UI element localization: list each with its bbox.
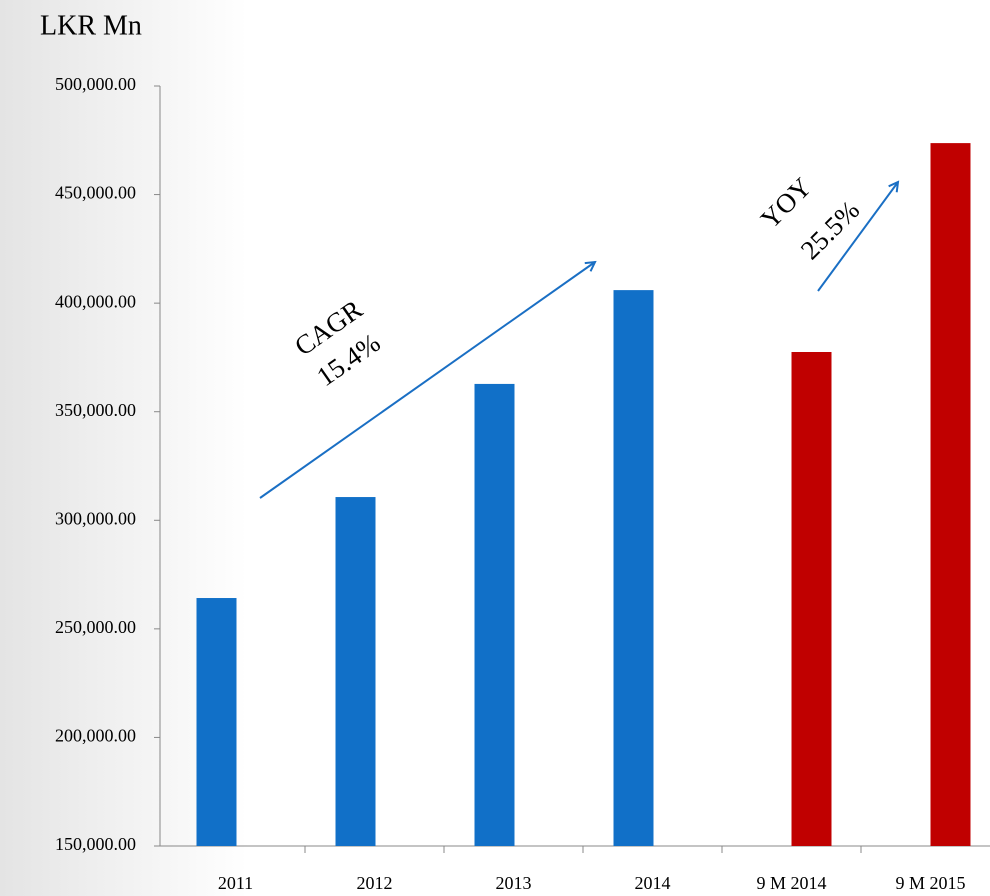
bar xyxy=(196,598,237,846)
y-tick-label: 250,000.00 xyxy=(55,617,136,637)
x-tick-label: 9 M 2014 xyxy=(756,873,826,893)
y-tick-label: 150,000.00 xyxy=(55,834,136,854)
bar xyxy=(474,383,515,846)
arrow xyxy=(817,182,898,292)
x-tick-label: 2011 xyxy=(218,873,253,893)
x-tick-label: 2012 xyxy=(357,873,393,893)
x-tick-label: 9 M 2015 xyxy=(895,873,965,893)
bar xyxy=(930,143,971,846)
x-tick-label: 2014 xyxy=(635,873,671,893)
y-tick-label: 500,000.00 xyxy=(55,74,136,94)
y-tick-label: 400,000.00 xyxy=(55,291,136,311)
bar xyxy=(335,497,376,846)
x-tick-label: 2013 xyxy=(496,873,532,893)
arrow xyxy=(259,262,595,499)
chart-title: LKR Mn xyxy=(40,10,142,41)
y-tick-label: 200,000.00 xyxy=(55,726,136,746)
bar xyxy=(791,352,832,846)
y-tick-label: 300,000.00 xyxy=(55,508,136,528)
y-tick-label: 350,000.00 xyxy=(55,400,136,420)
bar xyxy=(613,290,654,847)
y-tick-label: 450,000.00 xyxy=(55,183,136,203)
